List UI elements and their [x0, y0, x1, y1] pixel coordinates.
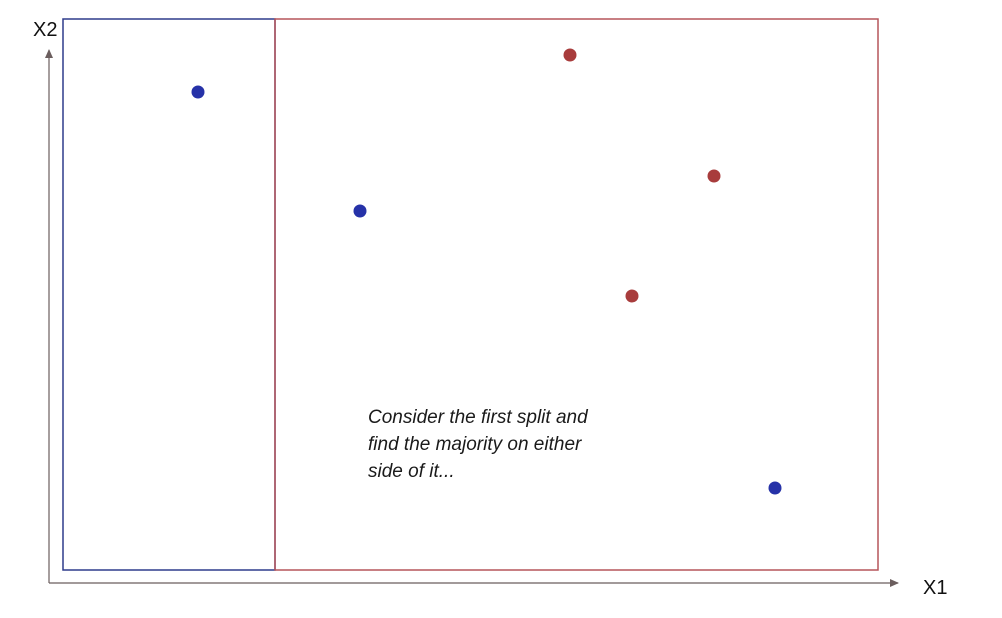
data-point-red: [707, 169, 721, 183]
annotation-line-3: side of it...: [368, 461, 455, 482]
right-region-box: [274, 18, 879, 571]
x-axis-label: X1: [923, 577, 947, 599]
data-point-blue: [353, 204, 367, 218]
left-region-box: [62, 18, 276, 571]
data-points: [191, 48, 782, 495]
data-point-blue: [191, 85, 205, 99]
y-axis-label: X2: [33, 19, 57, 41]
data-point-blue: [768, 481, 782, 495]
annotation-line-1: Consider the first split and: [368, 407, 588, 428]
data-point-red: [625, 289, 639, 303]
annotation-text: Consider the first split and find the ma…: [368, 404, 648, 485]
annotation-line-2: find the majority on either: [368, 434, 582, 455]
data-point-red: [563, 48, 577, 62]
